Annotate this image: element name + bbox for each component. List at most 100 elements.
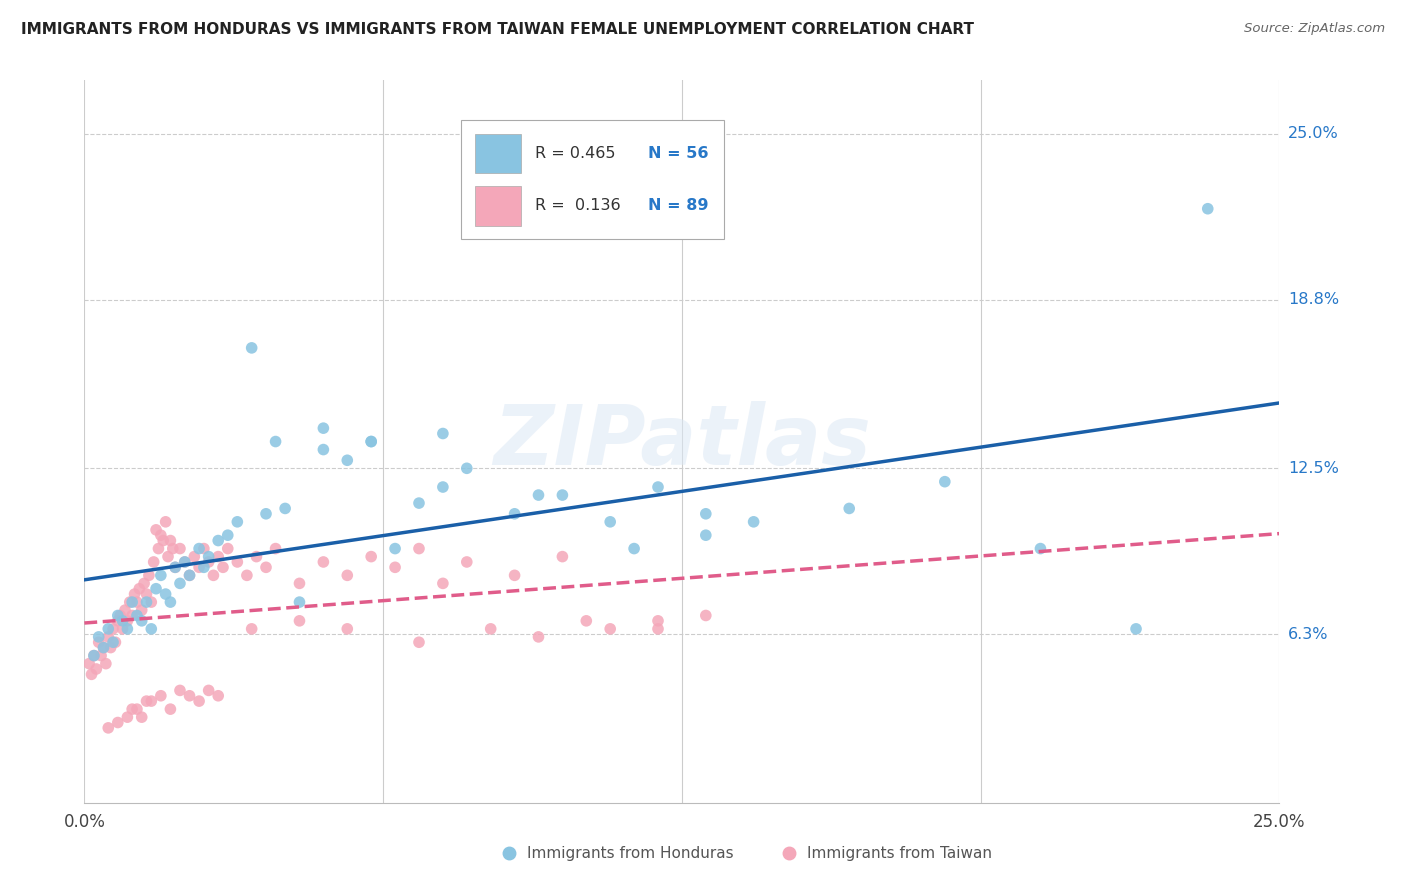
- Point: [159, 533, 181, 548]
- Point: [838, 501, 860, 516]
- Point: [312, 555, 335, 569]
- Point: [179, 568, 201, 582]
- Point: [236, 568, 259, 582]
- Point: [149, 689, 172, 703]
- Point: [183, 549, 205, 564]
- Point: [934, 475, 956, 489]
- Point: [408, 496, 430, 510]
- Point: [527, 488, 550, 502]
- Point: [80, 667, 103, 681]
- Point: [197, 549, 219, 564]
- Point: [125, 608, 148, 623]
- Point: [193, 541, 215, 556]
- Point: [240, 341, 263, 355]
- Point: [121, 595, 143, 609]
- Point: [384, 541, 406, 556]
- Point: [141, 622, 163, 636]
- Point: [527, 630, 550, 644]
- Point: [384, 560, 406, 574]
- Text: Immigrants from Honduras: Immigrants from Honduras: [527, 846, 733, 861]
- Point: [274, 501, 297, 516]
- Point: [503, 568, 526, 582]
- Point: [131, 614, 153, 628]
- Text: R =  0.136: R = 0.136: [534, 198, 620, 213]
- Point: [165, 560, 187, 574]
- Point: [111, 614, 134, 628]
- Point: [94, 657, 117, 671]
- Point: [135, 587, 157, 601]
- Point: [107, 715, 129, 730]
- Point: [264, 541, 287, 556]
- Point: [141, 694, 163, 708]
- Point: [107, 608, 129, 623]
- Point: [288, 614, 311, 628]
- Point: [131, 603, 153, 617]
- Point: [742, 515, 765, 529]
- Point: [623, 541, 645, 556]
- Point: [128, 582, 150, 596]
- Point: [93, 640, 115, 655]
- Point: [197, 683, 219, 698]
- Point: [432, 576, 454, 591]
- Point: [90, 648, 112, 663]
- Point: [217, 541, 239, 556]
- Point: [159, 702, 181, 716]
- Point: [173, 555, 195, 569]
- Point: [456, 555, 478, 569]
- Point: [503, 507, 526, 521]
- Point: [169, 576, 191, 591]
- Point: [107, 614, 129, 628]
- Point: [551, 488, 574, 502]
- Text: Immigrants from Taiwan: Immigrants from Taiwan: [807, 846, 993, 861]
- Point: [312, 421, 335, 435]
- Point: [97, 630, 120, 644]
- Point: [100, 640, 122, 655]
- Point: [145, 523, 167, 537]
- Point: [148, 541, 170, 556]
- Point: [87, 630, 110, 644]
- Point: [264, 434, 287, 449]
- Point: [336, 453, 359, 467]
- Point: [432, 480, 454, 494]
- Point: [101, 635, 124, 649]
- Point: [408, 635, 430, 649]
- Point: [188, 560, 211, 574]
- Point: [647, 614, 669, 628]
- Point: [97, 721, 120, 735]
- FancyBboxPatch shape: [475, 186, 520, 226]
- Point: [93, 640, 115, 655]
- Text: ZIPatlas: ZIPatlas: [494, 401, 870, 482]
- Point: [188, 694, 211, 708]
- Point: [152, 533, 174, 548]
- Point: [695, 528, 717, 542]
- Point: [121, 702, 143, 716]
- Text: 18.8%: 18.8%: [1288, 293, 1339, 307]
- Point: [695, 507, 717, 521]
- Point: [155, 587, 177, 601]
- Point: [1029, 541, 1052, 556]
- Point: [479, 622, 502, 636]
- Point: [132, 576, 156, 591]
- Text: IMMIGRANTS FROM HONDURAS VS IMMIGRANTS FROM TAIWAN FEMALE UNEMPLOYMENT CORRELATI: IMMIGRANTS FROM HONDURAS VS IMMIGRANTS F…: [21, 22, 974, 37]
- Point: [117, 614, 139, 628]
- Point: [135, 694, 157, 708]
- Point: [149, 528, 172, 542]
- Point: [312, 442, 335, 457]
- Point: [83, 648, 105, 663]
- Point: [117, 710, 139, 724]
- Point: [1197, 202, 1219, 216]
- Point: [173, 555, 195, 569]
- Point: [77, 657, 100, 671]
- Point: [695, 608, 717, 623]
- Point: [456, 461, 478, 475]
- Point: [165, 560, 187, 574]
- Text: 25.0%: 25.0%: [1288, 127, 1339, 141]
- Point: [125, 595, 148, 609]
- Point: [111, 622, 134, 636]
- Point: [179, 689, 201, 703]
- Point: [245, 549, 267, 564]
- Point: [179, 568, 201, 582]
- Point: [110, 608, 132, 623]
- Point: [157, 549, 180, 564]
- Point: [159, 595, 181, 609]
